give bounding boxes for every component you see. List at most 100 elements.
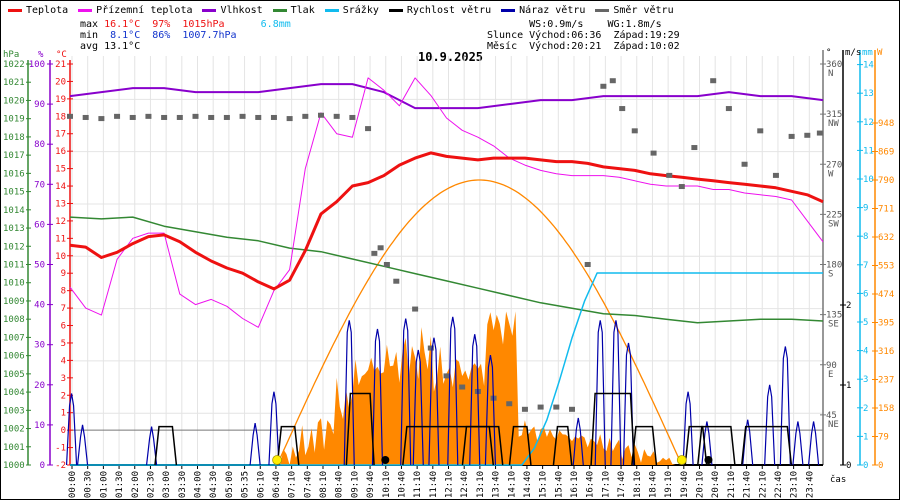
legend-label: Náraz větru: [519, 4, 586, 16]
wind-dir-compass-label: SE: [828, 320, 839, 330]
pressure-tick-label: 1000: [3, 461, 25, 471]
min-temp: 8.1°C: [110, 30, 141, 41]
wind-gust-spike: [268, 391, 280, 466]
wind-gust-spike: [428, 337, 440, 466]
humidity-tick-label: 90: [34, 100, 45, 110]
x-tick-label: 08:10: [319, 471, 329, 498]
legend-item: Přízemní teplota: [78, 3, 192, 17]
wind-direction-point: [208, 114, 215, 120]
wind-direction-point: [427, 345, 434, 351]
wind-direction-point: [333, 113, 340, 119]
pressure-tick-label: 1011: [3, 261, 25, 271]
rain-tick-label: 2: [863, 404, 868, 414]
x-tick-label: 04:30: [209, 471, 219, 498]
min-label: min: [80, 30, 99, 41]
avg-temp: 13.1°C: [104, 41, 141, 52]
x-axis-label: čas: [830, 474, 846, 485]
rain-tick-label: 7: [863, 261, 868, 271]
x-tick-label: 02:30: [146, 471, 156, 498]
wind-dir-compass-label: W: [828, 169, 834, 179]
wind-speed-segment: [684, 425, 708, 466]
wind-direction-point: [318, 112, 324, 118]
max-pressure: 1015hPa: [182, 19, 225, 30]
humidity-tick-label: 30: [34, 341, 45, 351]
pressure-tick-label: 1015: [3, 188, 25, 198]
moonset: Západ:10:02: [613, 41, 680, 52]
wind-direction-point: [145, 113, 152, 119]
x-tick-label: 20:10: [696, 471, 706, 498]
wind-dir-tick-label: 135: [826, 311, 842, 321]
x-tick-label: 21:10: [727, 471, 737, 498]
temperature-line: [69, 151, 824, 291]
pressure-tick-label: 1002: [3, 425, 25, 435]
temperature-tick-label: 5: [61, 339, 66, 349]
wind-direction-point: [443, 373, 450, 379]
max-humidity: 97%: [152, 19, 171, 30]
wind-direction-point: [302, 113, 309, 119]
temperature-tick-label: -1: [55, 444, 66, 454]
pressure-line: [69, 216, 824, 324]
wind-direction-point: [255, 114, 262, 120]
solar-tick-label: 711: [878, 205, 894, 215]
legend-label: Přízemní teplota: [96, 4, 193, 16]
wind-direction-point: [691, 145, 698, 151]
x-tick-label: 19:40: [680, 471, 690, 498]
wind-direction-point: [506, 401, 513, 407]
legend-item: Tlak: [272, 3, 315, 17]
temperature-tick-label: 4: [61, 356, 66, 366]
temperature-tick-label: 20: [55, 77, 66, 87]
x-tick-label: 07:10: [288, 471, 298, 498]
legend-label: Rychlost větru: [406, 4, 492, 16]
stats-block: max 16.1°C 97% 1015hPa 6.8mm min 8.1°C 8…: [80, 19, 291, 52]
wind-direction-point: [804, 132, 811, 138]
wind-direction-point: [772, 172, 779, 178]
sun-label: Slunce: [487, 30, 524, 41]
wind-direction-point: [631, 128, 638, 134]
temperature-tick-label: 10: [55, 252, 66, 262]
wind-dir-tick-label: 270: [826, 160, 842, 170]
x-tick-label: 18:40: [648, 471, 658, 498]
legend-label: Směr větru: [613, 4, 674, 16]
wind-gust-spike: [65, 393, 78, 466]
legend-item: Rychlost větru: [388, 3, 492, 17]
x-tick-label: 20:40: [711, 471, 721, 498]
max-temp: 16.1°C: [104, 19, 141, 30]
legend-swatch-pressure: [272, 8, 287, 12]
x-tick-label: 16:40: [586, 471, 596, 498]
temperature-tick-label: -2: [55, 461, 66, 471]
rain-line: [70, 272, 823, 466]
humidity-tick-label: 80: [34, 140, 45, 150]
wind-speed-segment: [154, 425, 178, 466]
wind-direction-point: [67, 113, 73, 119]
legend-swatch-wind-speed: [388, 8, 403, 12]
legend: Teplota Přízemní teplota Vlhkost Tlak Sr…: [8, 3, 674, 17]
wind-gust-spike: [807, 421, 820, 466]
temperature-tick-label: 21: [55, 60, 66, 70]
avg-label: avg: [80, 41, 99, 52]
wind-direction-point: [192, 113, 199, 119]
x-tick-label: 04:00: [194, 471, 204, 498]
wind-direction-point: [129, 114, 136, 120]
wind-dir-tick-label: 360: [826, 60, 842, 70]
pressure-tick-label: 1018: [3, 133, 25, 143]
x-tick-label: 15:10: [539, 471, 549, 498]
rain-tick-label: 5: [863, 318, 868, 328]
pressure-tick-label: 1014: [3, 206, 25, 216]
wind-speed-tick-label: 2: [846, 301, 851, 311]
x-tick-label: 07:40: [303, 471, 313, 498]
x-tick-label: 13:40: [492, 471, 502, 498]
wind-dir-unit: °: [826, 48, 831, 58]
wind-direction-point: [161, 114, 168, 120]
wind-direction-point: [619, 106, 626, 112]
humidity-tick-label: 10: [34, 421, 45, 431]
wind-dir-tick-label: 225: [826, 210, 842, 220]
wind-dir-tick-label: 180: [826, 261, 842, 271]
wind-gust-spike: [343, 320, 355, 466]
x-tick-label: 10:10: [382, 471, 392, 498]
x-tick-label: 15:40: [554, 471, 564, 498]
wind-direction-point: [383, 262, 390, 267]
pressure-tick-label: 1017: [3, 151, 25, 161]
pressure-tick-label: 1013: [3, 224, 25, 234]
rain-tick-label: 6: [863, 289, 868, 299]
legend-item: Teplota: [8, 3, 68, 17]
